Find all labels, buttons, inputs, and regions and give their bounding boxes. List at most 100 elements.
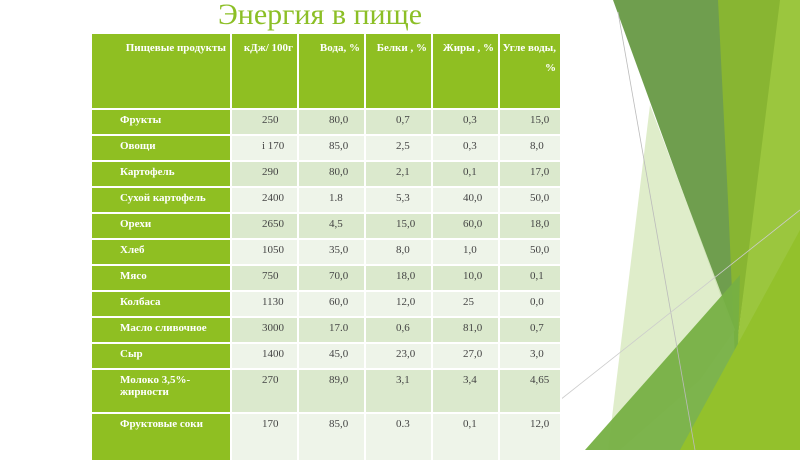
value-cell: 25: [431, 290, 500, 318]
value-cell: 35,0: [297, 238, 366, 266]
value-cell: 15,0: [364, 212, 433, 240]
value-cell: 3,0: [498, 342, 562, 370]
table-row: Орехи 2650 4,5 15,0 60,0 18,0: [90, 212, 562, 240]
value-cell: 40,0: [431, 186, 500, 214]
value-cell: 750: [230, 264, 299, 292]
value-cell: 0,0: [498, 290, 562, 318]
value-cell: 81,0: [431, 316, 500, 344]
value-cell: 70,0: [297, 264, 366, 292]
value-cell: 10,0: [431, 264, 500, 292]
value-cell: 60,0: [297, 290, 366, 318]
value-cell: 89,0: [297, 368, 366, 414]
product-name-cell: Сухой картофель: [90, 186, 232, 214]
value-cell: 0,6: [364, 316, 433, 344]
product-name-cell: Хлеб: [90, 238, 232, 266]
value-cell: 4,5: [297, 212, 366, 240]
value-cell: 3000: [230, 316, 299, 344]
table-row: Масло сливочное 3000 17.0 0,6 81,0 0,7: [90, 316, 562, 344]
value-cell: 17.0: [297, 316, 366, 344]
table-row: Сухой картофель 2400 1.8 5,3 40,0 50,0: [90, 186, 562, 214]
product-name-cell: Овощи: [90, 134, 232, 162]
value-cell: 1400: [230, 342, 299, 370]
value-cell: 45,0: [297, 342, 366, 370]
value-cell: 2,5: [364, 134, 433, 162]
value-cell: 80,0: [297, 160, 366, 188]
value-cell: 4,65: [498, 368, 562, 414]
value-cell: 0,3: [431, 134, 500, 162]
value-cell: 2400: [230, 186, 299, 214]
column-header: Пищевые продукты: [90, 32, 232, 110]
decor-line: [617, 11, 696, 450]
value-cell: 1.8: [297, 186, 366, 214]
green-band: [718, 0, 782, 360]
value-cell: 60,0: [431, 212, 500, 240]
value-cell: 0,1: [431, 160, 500, 188]
value-cell: 1,0: [431, 238, 500, 266]
table-row: Фрукты 250 80,0 0,7 0,3 15,0: [90, 108, 562, 136]
table-row: Колбаса 1130 60,0 12,0 25 0,0: [90, 290, 562, 318]
value-cell: 18,0: [498, 212, 562, 240]
bright-triangle: [680, 230, 800, 450]
product-name-cell: Сыр: [90, 342, 232, 370]
value-cell: 290: [230, 160, 299, 188]
dark-green-band: [613, 0, 748, 330]
value-cell: 23,0: [364, 342, 433, 370]
product-name-cell: Мясо: [90, 264, 232, 292]
column-header: Белки , %: [364, 32, 433, 110]
value-cell: 1130: [230, 290, 299, 318]
value-cell: 2650: [230, 212, 299, 240]
value-cell: 3,4: [431, 368, 500, 414]
value-cell: 8,0: [498, 134, 562, 162]
value-cell: 50,0: [498, 238, 562, 266]
product-name-cell: Масло сливочное: [90, 316, 232, 344]
value-cell: 170: [230, 412, 299, 462]
value-cell: 0,1: [498, 264, 562, 292]
value-cell: 0,3: [431, 108, 500, 136]
value-cell: 15,0: [498, 108, 562, 136]
table-row: Овощи i 170 85,0 2,5 0,3 8,0: [90, 134, 562, 162]
product-name-cell: Молоко 3,5%-жирности: [90, 368, 232, 414]
value-cell: 85,0: [297, 412, 366, 462]
product-name-cell: Орехи: [90, 212, 232, 240]
column-header: кДж/ 100г: [230, 32, 299, 110]
value-cell: 0,1: [431, 412, 500, 462]
table-row: Молоко 3,5%-жирности 270 89,0 3,1 3,4 4,65: [90, 368, 562, 414]
mid-green-triangle: [585, 275, 740, 450]
product-name-cell: Картофель: [90, 160, 232, 188]
value-cell: 2,1: [364, 160, 433, 188]
table-row: Сыр 1400 45,0 23,0 27,0 3,0: [90, 342, 562, 370]
table-row: Мясо 750 70,0 18,0 10,0 0,1: [90, 264, 562, 292]
value-cell: i 170: [230, 134, 299, 162]
slide-decoration: [559, 0, 800, 450]
value-cell: 18,0: [364, 264, 433, 292]
value-cell: 0,7: [498, 316, 562, 344]
value-cell: 1050: [230, 238, 299, 266]
column-header: Угле воды, %: [498, 32, 562, 110]
product-name-cell: Фрукты: [90, 108, 232, 136]
value-cell: 80,0: [297, 108, 366, 136]
column-header: Жиры , %: [431, 32, 500, 110]
table-row: Картофель 290 80,0 2,1 0,1 17,0: [90, 160, 562, 188]
value-cell: 50,0: [498, 186, 562, 214]
value-cell: 250: [230, 108, 299, 136]
food-energy-table: Пищевые продукты кДж/ 100г Вода, % Белки , …: [90, 32, 562, 462]
value-cell: 27,0: [431, 342, 500, 370]
table-row: Фруктовые соки 170 85,0 0.3 0,1 12,0: [90, 412, 562, 462]
value-cell: 12,0: [498, 412, 562, 462]
value-cell: 0,7: [364, 108, 433, 136]
slide-title: Энергия в пище: [217, 0, 423, 31]
value-cell: 270: [230, 368, 299, 414]
value-cell: 12,0: [364, 290, 433, 318]
column-header: Вода, %: [297, 32, 366, 110]
decor-line: [559, 209, 800, 401]
product-name-cell: Фруктовые соки: [90, 412, 232, 462]
value-cell: 3,1: [364, 368, 433, 414]
value-cell: 8,0: [364, 238, 433, 266]
value-cell: 5,3: [364, 186, 433, 214]
table-row: Хлеб 1050 35,0 8,0 1,0 50,0: [90, 238, 562, 266]
value-cell: 85,0: [297, 134, 366, 162]
table-header-row: Пищевые продукты кДж/ 100г Вода, % Белки , …: [90, 32, 562, 110]
value-cell: 0.3: [364, 412, 433, 462]
product-name-cell: Колбаса: [90, 290, 232, 318]
value-cell: 17,0: [498, 160, 562, 188]
